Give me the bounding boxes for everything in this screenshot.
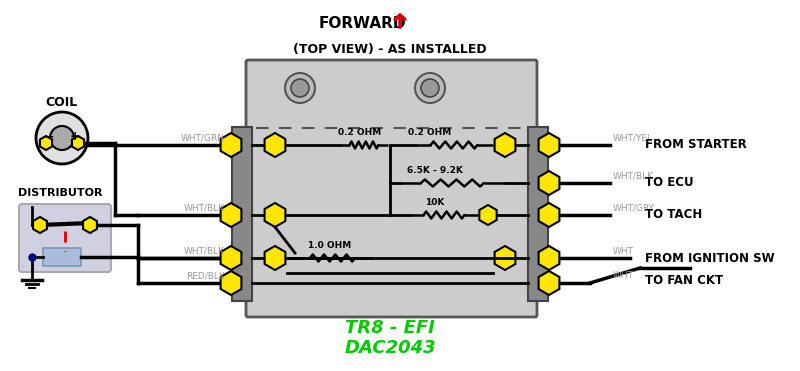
Circle shape bbox=[421, 79, 439, 97]
Polygon shape bbox=[221, 203, 242, 227]
Text: WHT/YEL: WHT/YEL bbox=[613, 134, 653, 142]
Polygon shape bbox=[33, 217, 47, 233]
Bar bbox=[232, 127, 252, 301]
Text: FORWARD: FORWARD bbox=[318, 16, 406, 32]
Text: COIL: COIL bbox=[46, 95, 78, 108]
Polygon shape bbox=[221, 246, 242, 270]
Text: WHT/GRY: WHT/GRY bbox=[613, 204, 655, 213]
Polygon shape bbox=[494, 133, 515, 157]
Text: WHT/BLK: WHT/BLK bbox=[613, 171, 654, 181]
Circle shape bbox=[285, 73, 315, 103]
Polygon shape bbox=[494, 246, 515, 270]
Polygon shape bbox=[221, 133, 242, 157]
Polygon shape bbox=[538, 271, 559, 295]
Text: +: + bbox=[70, 131, 80, 144]
Bar bbox=[43, 248, 81, 266]
Text: 1.0 OHM: 1.0 OHM bbox=[308, 241, 352, 250]
Polygon shape bbox=[72, 136, 84, 150]
Polygon shape bbox=[83, 217, 97, 233]
Circle shape bbox=[50, 126, 74, 150]
Text: 0.2 OHM: 0.2 OHM bbox=[408, 128, 452, 137]
Polygon shape bbox=[538, 203, 559, 227]
Polygon shape bbox=[265, 246, 286, 270]
Circle shape bbox=[291, 79, 309, 97]
Polygon shape bbox=[40, 136, 52, 150]
Text: (TOP VIEW) - AS INSTALLED: (TOP VIEW) - AS INSTALLED bbox=[293, 43, 487, 56]
Text: 0.2 OHM: 0.2 OHM bbox=[338, 128, 382, 137]
Polygon shape bbox=[479, 205, 497, 225]
Circle shape bbox=[415, 73, 445, 103]
Polygon shape bbox=[221, 271, 242, 295]
FancyBboxPatch shape bbox=[19, 204, 111, 272]
Bar bbox=[528, 127, 548, 301]
Polygon shape bbox=[538, 133, 559, 157]
Polygon shape bbox=[538, 171, 559, 195]
Circle shape bbox=[36, 112, 88, 164]
Text: −: − bbox=[44, 131, 54, 144]
Polygon shape bbox=[265, 133, 286, 157]
Text: WHT: WHT bbox=[613, 270, 634, 279]
Text: WHT/BLK: WHT/BLK bbox=[184, 246, 225, 256]
Text: TR8 - EFI: TR8 - EFI bbox=[345, 319, 435, 337]
Text: 6.5K - 9.2K: 6.5K - 9.2K bbox=[407, 166, 463, 175]
Text: FROM STARTER: FROM STARTER bbox=[645, 138, 746, 151]
Text: TO FAN CKT: TO FAN CKT bbox=[645, 273, 723, 286]
Text: WHT/GRN: WHT/GRN bbox=[181, 134, 225, 142]
Text: DAC2043: DAC2043 bbox=[344, 339, 436, 357]
FancyBboxPatch shape bbox=[246, 60, 537, 317]
Text: FROM IGNITION SW: FROM IGNITION SW bbox=[645, 252, 774, 265]
Text: RED/BLK: RED/BLK bbox=[186, 272, 225, 280]
Text: TO TACH: TO TACH bbox=[645, 209, 702, 221]
Text: DISTRIBUTOR: DISTRIBUTOR bbox=[18, 188, 102, 198]
Text: WHT/BLK: WHT/BLK bbox=[184, 204, 225, 213]
Text: WHT: WHT bbox=[613, 246, 634, 256]
Polygon shape bbox=[538, 246, 559, 270]
Polygon shape bbox=[265, 203, 286, 227]
Text: TO ECU: TO ECU bbox=[645, 177, 694, 190]
Text: 10K: 10K bbox=[426, 198, 445, 207]
